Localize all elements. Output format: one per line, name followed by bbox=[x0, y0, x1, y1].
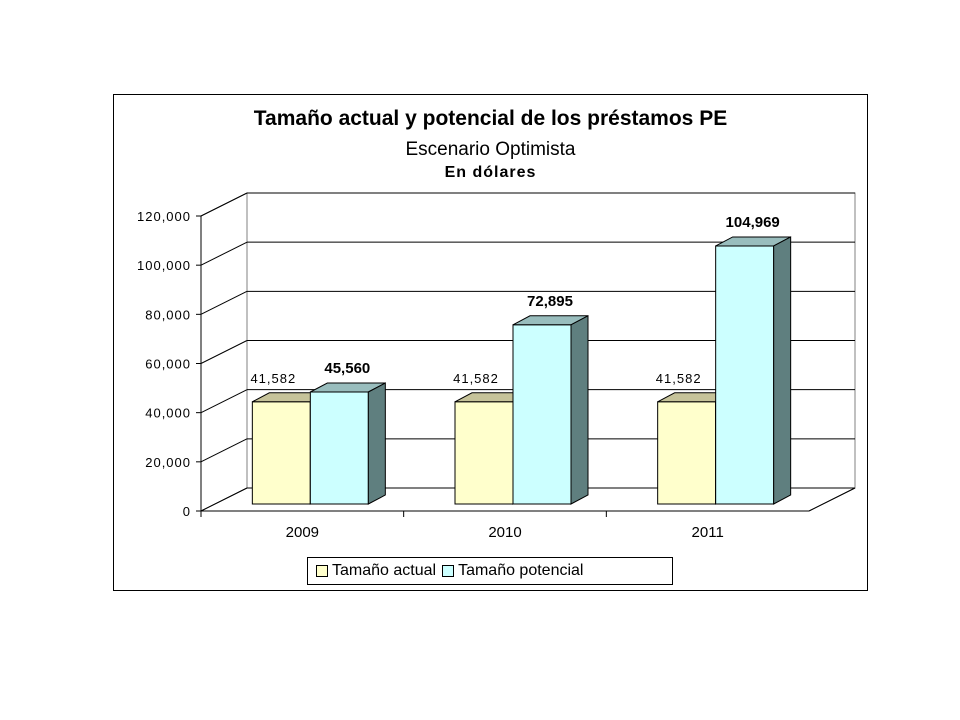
legend-item-actual: Tamaño actual bbox=[316, 562, 436, 580]
y-tick-label: 40,000 bbox=[145, 406, 191, 421]
legend-swatch-actual bbox=[316, 565, 328, 577]
y-tick-label: 60,000 bbox=[145, 357, 191, 372]
legend-label-potencial: Tamaño potencial bbox=[458, 562, 584, 579]
data-label: 41,582 bbox=[250, 371, 296, 386]
chart-legend: Tamaño actual Tamaño potencial bbox=[307, 557, 673, 585]
chart-title: Tamaño actual y potencial de los préstam… bbox=[253, 107, 728, 130]
y-tick-label: 100,000 bbox=[137, 258, 191, 273]
x-tick-label: 2009 bbox=[286, 524, 319, 541]
legend-label-actual: Tamaño actual bbox=[332, 562, 437, 579]
y-tick-label: 120,000 bbox=[137, 209, 191, 224]
chart-subtitle-units: En dólares bbox=[444, 164, 537, 181]
chart-plot: 0 20,000 40,000 60,000 80,000 100,000 120,000 2… bbox=[137, 192, 856, 541]
x-axis-depth bbox=[808, 487, 856, 512]
data-label: 41,582 bbox=[656, 371, 702, 386]
gridline-side bbox=[200, 389, 248, 414]
bar-side bbox=[570, 314, 589, 505]
chart-frame: Tamaño actual y potencial de los préstam… bbox=[113, 94, 868, 591]
gridline-side bbox=[200, 192, 248, 217]
y-tick-label: 80,000 bbox=[145, 307, 191, 322]
gridline-side bbox=[200, 241, 248, 266]
bar-actual bbox=[251, 401, 311, 505]
y-tick-label: 0 bbox=[183, 504, 191, 519]
x-tick-label: 2010 bbox=[488, 524, 521, 541]
bar-potencial bbox=[309, 391, 369, 505]
bar-potencial bbox=[715, 245, 775, 505]
chart-subtitle: Escenario Optimista bbox=[405, 139, 576, 160]
bar-side bbox=[367, 382, 386, 505]
legend-swatch-potencial bbox=[442, 565, 455, 577]
bar-actual bbox=[454, 401, 514, 505]
gridline-side bbox=[200, 438, 248, 463]
gridline-side bbox=[200, 290, 248, 315]
bar-potencial bbox=[512, 324, 572, 505]
x-tick-label: 2011 bbox=[692, 524, 724, 541]
data-label: 104,969 bbox=[726, 214, 780, 231]
legend-item-potencial: Tamaño potencial bbox=[442, 562, 583, 580]
bar-side bbox=[773, 236, 792, 505]
data-label: 41,582 bbox=[453, 371, 499, 386]
bar-actual bbox=[657, 401, 717, 505]
gridline-side bbox=[200, 340, 248, 364]
data-label: 45,560 bbox=[324, 360, 370, 377]
gridline-side bbox=[200, 487, 248, 512]
y-tick-label: 20,000 bbox=[145, 455, 191, 470]
data-label: 72,895 bbox=[527, 293, 573, 310]
